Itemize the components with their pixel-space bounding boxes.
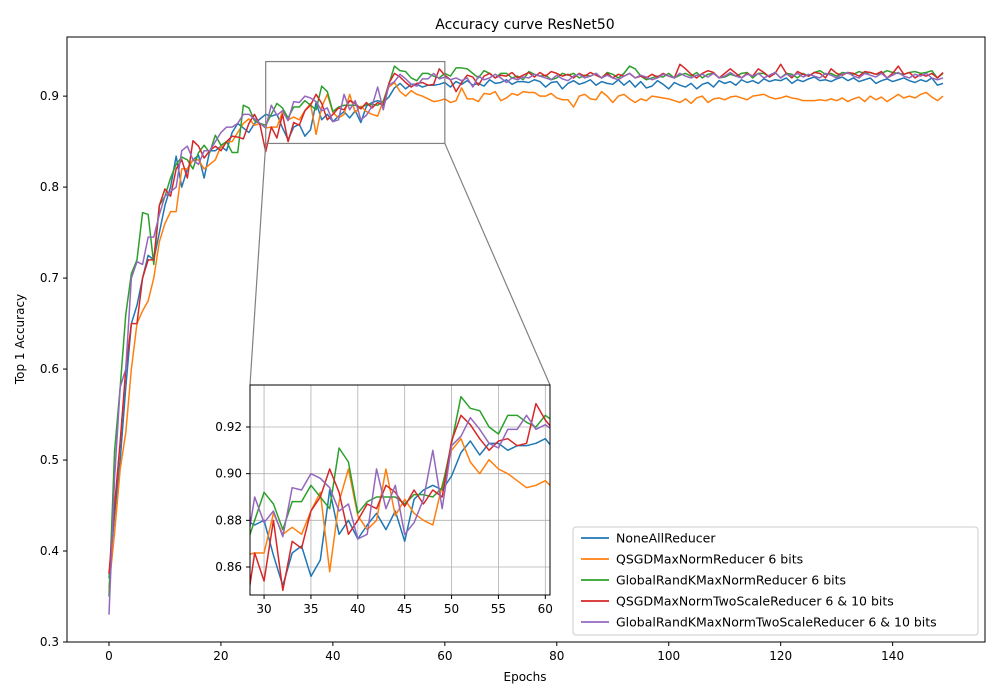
inset-y-tick-label: 0.92 <box>215 420 242 434</box>
series-line-0 <box>108 76 944 579</box>
series-line-3 <box>108 63 944 574</box>
legend-label-3: QSGDMaxNormTwoScaleReducer 6 & 10 bits <box>616 594 894 609</box>
y-tick-label: 0.7 <box>40 271 59 285</box>
y-tick-label: 0.9 <box>40 89 59 103</box>
inset-x-tick-label: 40 <box>350 602 365 616</box>
chart-legend: NoneAllReducer QSGDMaxNormReducer 6 bits G… <box>572 526 979 636</box>
x-tick-label: 140 <box>881 649 904 663</box>
inset-grid <box>250 385 550 595</box>
inset-x-tick-label: 60 <box>538 602 553 616</box>
inset-series-line-4 <box>250 414 550 540</box>
y-axis-label: Top 1 Accuracy <box>13 294 27 385</box>
zoom-region-box <box>265 60 446 145</box>
main-plot-frame <box>66 36 986 643</box>
inset-x-tick-label: 30 <box>256 602 271 616</box>
main-plot-series <box>108 63 944 615</box>
inset-x-tick-label: 35 <box>303 602 318 616</box>
inset-frame <box>249 384 551 596</box>
main-axis-ticks: 0 20 40 60 80 100 120 140 0.3 0.4 0.5 0.6 0.7 0.8 0.9 <box>40 89 904 663</box>
series-line-4 <box>108 71 944 615</box>
legend-label-1: QSGDMaxNormReducer 6 bits <box>616 552 803 567</box>
inset-x-tick-label: 50 <box>444 602 459 616</box>
y-tick-label: 0.8 <box>40 180 59 194</box>
inset-x-tick-label: 45 <box>397 602 412 616</box>
x-tick-label: 20 <box>213 649 228 663</box>
inset-series-line-0 <box>250 437 550 587</box>
inset-y-tick-label: 0.90 <box>215 467 242 481</box>
series-line-1 <box>108 81 944 588</box>
inset-plot-series <box>250 395 550 592</box>
y-tick-label: 0.6 <box>40 362 59 376</box>
inset-axis-ticks: 30 35 40 45 50 55 60 0.86 0.88 0.90 0.92 <box>215 420 553 616</box>
zoom-connector-left <box>249 143 267 386</box>
legend-label-4: GlobalRandKMaxNormTwoScaleReducer 6 & 10… <box>616 615 937 630</box>
chart-title: Accuracy curve ResNet50 <box>435 17 614 33</box>
legend-label-0: NoneAllReducer <box>616 531 716 546</box>
inset-background <box>250 385 550 595</box>
zoom-connector-right <box>444 143 551 386</box>
x-tick-label: 120 <box>769 649 792 663</box>
x-tick-label: 0 <box>105 649 113 663</box>
x-tick-label: 40 <box>325 649 340 663</box>
x-tick-label: 80 <box>549 649 564 663</box>
zoom-indicator <box>249 60 551 386</box>
x-tick-label: 60 <box>437 649 452 663</box>
inset-x-tick-label: 55 <box>491 602 506 616</box>
x-axis-label: Epochs <box>504 670 547 684</box>
inset-y-tick-label: 0.86 <box>215 560 242 574</box>
y-tick-label: 0.5 <box>40 453 59 467</box>
legend-box <box>572 526 979 636</box>
y-tick-label: 0.3 <box>40 635 59 649</box>
legend-label-2: GlobalRandKMaxNormReducer 6 bits <box>616 573 846 588</box>
x-tick-label: 100 <box>657 649 680 663</box>
inset-y-tick-label: 0.88 <box>215 513 242 527</box>
y-tick-label: 0.4 <box>40 544 59 558</box>
